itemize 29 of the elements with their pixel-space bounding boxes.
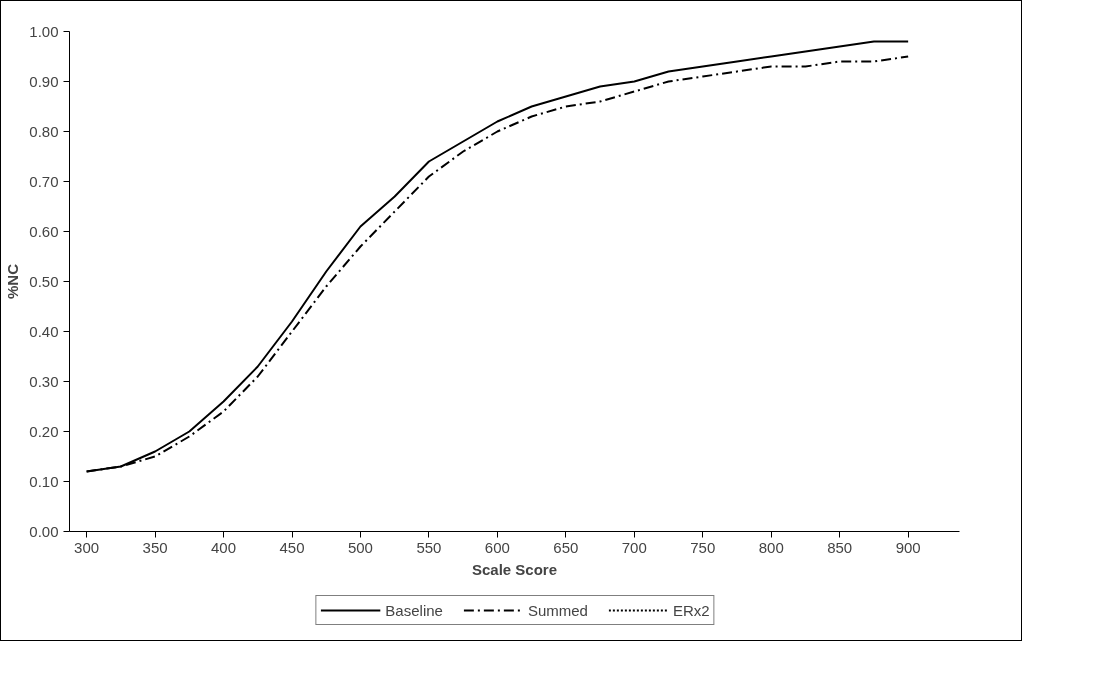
- x-tick-label: 650: [553, 538, 579, 556]
- x-tick-label: 600: [484, 538, 510, 556]
- y-tick-label: 0.50: [29, 272, 59, 290]
- y-tick-label: 0.40: [29, 322, 59, 340]
- y-tick-label: 0.30: [29, 372, 59, 390]
- legend-label: Baseline: [385, 601, 443, 619]
- x-tick-label: 850: [827, 538, 853, 556]
- x-tick-label: 400: [211, 538, 237, 556]
- y-tick-label: 0.10: [29, 472, 59, 490]
- x-tick-label: 500: [347, 538, 373, 556]
- x-tick-label: 750: [690, 538, 716, 556]
- x-axis-title: Scale Score: [471, 560, 558, 578]
- y-tick-label: 1.00: [29, 22, 59, 40]
- x-tick-label: 900: [895, 538, 921, 556]
- x-tick-label: 800: [758, 538, 784, 556]
- x-tick-label: 700: [621, 538, 647, 556]
- x-tick-label: 550: [416, 538, 442, 556]
- x-tick-label: 450: [279, 538, 305, 556]
- y-tick-label: 0.20: [29, 422, 59, 440]
- y-tick-label: 0.60: [29, 222, 59, 240]
- x-tick-label: 300: [74, 538, 100, 556]
- y-tick-label: 0.70: [29, 172, 59, 190]
- y-axis-title: %NC: [4, 263, 22, 299]
- y-tick-label: 0.90: [29, 72, 59, 90]
- legend-label: Summed: [527, 601, 588, 619]
- y-tick-label: 0.00: [29, 522, 59, 540]
- y-tick-label: 0.80: [29, 122, 59, 140]
- legend-label: ERx2: [672, 601, 710, 619]
- x-tick-label: 350: [142, 538, 168, 556]
